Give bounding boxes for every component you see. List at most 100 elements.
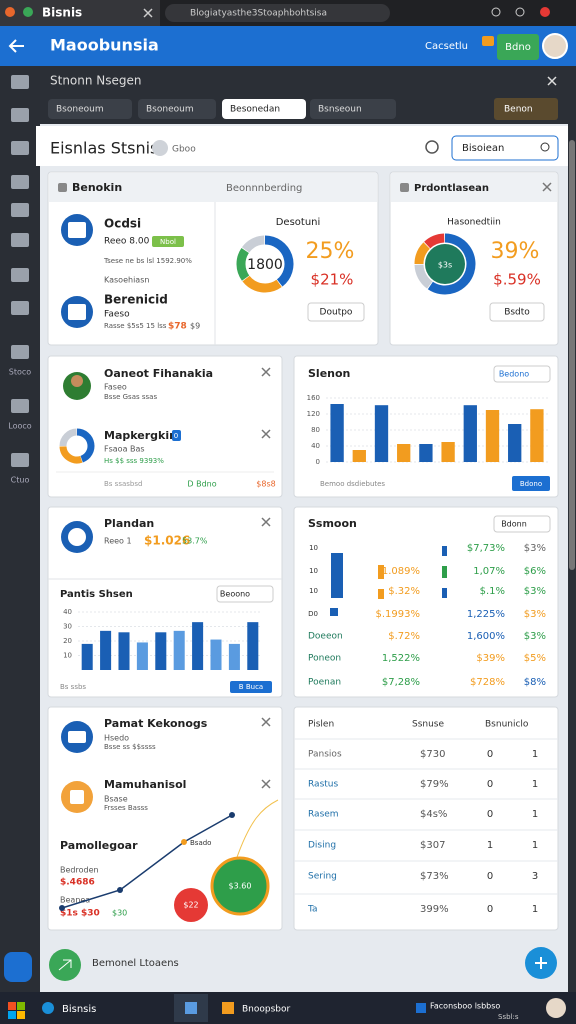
row-value: $.1993% [376, 609, 421, 620]
task-icon [185, 1002, 197, 1014]
row-value: 1,522% [382, 653, 420, 664]
filter-label[interactable]: Bsoneoum [146, 105, 194, 115]
filter-chip[interactable] [48, 99, 132, 119]
donut-title: Hasonedtiin [447, 218, 501, 228]
card-link[interactable]: D Bdno [187, 480, 216, 489]
close-button[interactable] [547, 76, 557, 86]
sidebar-icon[interactable] [11, 233, 29, 247]
table-cell: 0 [487, 749, 493, 760]
header-link[interactable]: Cacsetlu [425, 41, 468, 52]
table-cell: 0 [487, 871, 493, 882]
donut-segment [427, 233, 476, 295]
card-button[interactable] [230, 681, 272, 693]
chart-label: Beanea [60, 896, 90, 905]
card-button-label[interactable]: B Buca [239, 683, 263, 691]
trend-point [59, 905, 65, 911]
sidebar-icon[interactable] [11, 75, 29, 89]
filter-chip[interactable] [222, 99, 306, 119]
close-button[interactable] [261, 429, 271, 439]
sidebar-icon[interactable] [11, 453, 29, 467]
bubble-label: $22 [183, 901, 198, 910]
donut-center: 1800 [247, 257, 283, 273]
card-button-label[interactable]: Bsdto [504, 308, 530, 318]
card-dropdown-label[interactable]: Beoono [220, 590, 250, 599]
tab-icon [5, 7, 15, 17]
card-button[interactable] [307, 302, 365, 322]
close-button[interactable] [542, 182, 552, 192]
start-icon [17, 1002, 25, 1010]
card-title: Ssmoon [308, 517, 357, 530]
url-bar[interactable] [165, 4, 390, 22]
filter-button-label[interactable]: Benon [504, 105, 533, 115]
donut-segment [242, 275, 282, 293]
sidebar-icon[interactable] [11, 399, 29, 413]
card-dropdown-label[interactable]: Bdonn [501, 520, 527, 529]
scrollbar-thumb [569, 140, 575, 570]
sidebar-icon[interactable] [11, 301, 29, 315]
donut-segment [59, 445, 83, 464]
filter-label[interactable]: Bsnseoun [318, 105, 362, 115]
card-button[interactable] [512, 476, 550, 491]
header-button-label[interactable]: Bdno [505, 42, 531, 53]
app-title: Maoobunsia [50, 36, 159, 55]
sidebar-button[interactable] [4, 952, 32, 982]
donut-sub: $.59% [493, 271, 541, 289]
card-dropdown-label[interactable]: Bedono [499, 370, 529, 379]
sidebar-icon[interactable] [11, 203, 29, 217]
sidebar-icon[interactable] [11, 108, 29, 122]
trend-point [117, 887, 123, 893]
filter-chip[interactable] [138, 99, 216, 119]
column-header: Ssnuse [412, 720, 444, 730]
card-dropdown[interactable] [216, 585, 274, 603]
table-cell: Rastus [308, 780, 338, 790]
taskbar-item[interactable]: Bnoopsbor [242, 1005, 291, 1015]
row-label: Poneon [308, 654, 341, 664]
sidebar-icon[interactable] [11, 141, 29, 155]
donut-center: $3s [438, 261, 452, 270]
taskbar-app[interactable]: Bisnsis [62, 1004, 96, 1015]
bar [419, 444, 433, 462]
browser-icon [540, 7, 550, 17]
card-button-label[interactable]: Bdono [520, 480, 542, 488]
row-value: 1,600% [467, 631, 505, 642]
sidebar-icon[interactable] [11, 175, 29, 189]
filter-button[interactable] [494, 98, 558, 120]
item-text: Faseo [104, 383, 127, 392]
close-button[interactable] [261, 367, 271, 377]
filter-label[interactable]: Bsoneoum [56, 105, 104, 115]
card-button-label[interactable]: Doutpo [320, 308, 353, 318]
task-icon [416, 1003, 426, 1013]
table-cell: 0 [487, 779, 493, 790]
point-label: Bsado [190, 839, 211, 847]
close-button[interactable] [261, 517, 271, 527]
card-dropdown[interactable] [493, 365, 551, 383]
item-name: Pamat Kekonogs [104, 717, 208, 730]
row-marker [378, 565, 384, 579]
item-name: Oaneot Fihanakia [104, 367, 213, 380]
header-button[interactable] [497, 34, 539, 60]
panel-title: Eisnlas Stsnis [50, 139, 158, 158]
table-cell: $307 [420, 840, 445, 851]
search-text[interactable]: Bisoiean [462, 143, 504, 154]
card-button[interactable] [489, 302, 545, 322]
person-face [71, 375, 83, 387]
y-tick-label: 120 [307, 410, 320, 418]
close-button[interactable] [261, 717, 271, 727]
sidebar-icon[interactable] [11, 345, 29, 359]
filter-chip[interactable] [310, 99, 396, 119]
row-value: $3% [524, 586, 546, 597]
close-button[interactable] [143, 8, 153, 18]
filter-label[interactable]: Besonedan [230, 105, 280, 115]
donut-segment [59, 428, 78, 447]
row-marker [330, 608, 338, 616]
card-dropdown[interactable] [493, 515, 551, 533]
back-arrow[interactable] [8, 39, 24, 53]
search-input[interactable] [451, 135, 559, 161]
close-button[interactable] [261, 779, 271, 789]
table-cell: 1 [532, 904, 538, 915]
card-value: $8s8 [256, 480, 275, 489]
sidebar-label: Stoco [9, 368, 32, 377]
sidebar-icon[interactable] [11, 268, 29, 282]
item-text: Faeso [104, 310, 130, 320]
search-icon[interactable] [425, 140, 439, 154]
